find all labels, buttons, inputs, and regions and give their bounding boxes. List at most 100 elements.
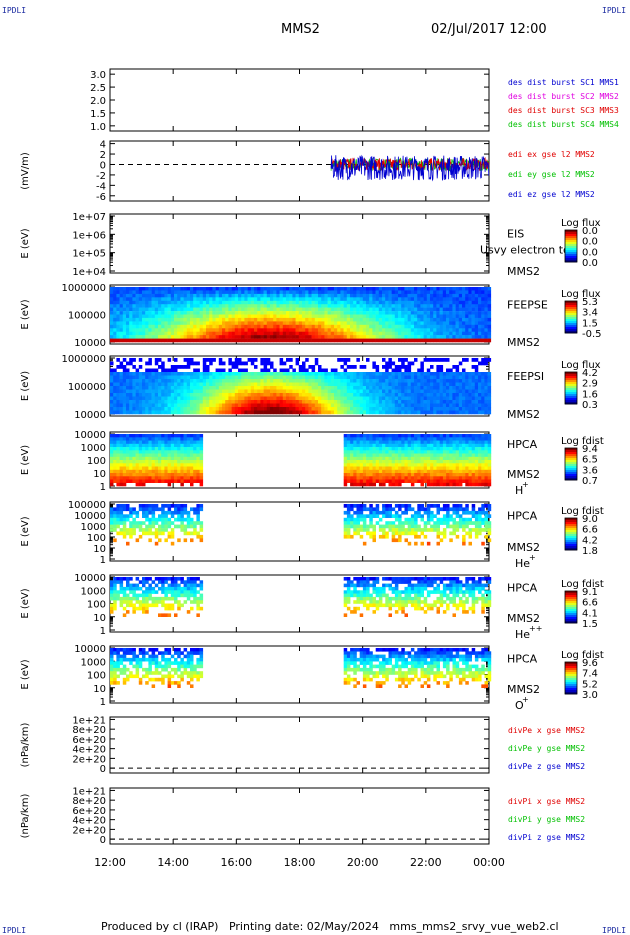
spectrogram-cell bbox=[155, 383, 159, 387]
spectrogram-cell bbox=[206, 386, 210, 390]
spectrogram-cell bbox=[366, 463, 370, 467]
spectrogram-cell bbox=[152, 434, 156, 438]
spectrogram-cell bbox=[398, 315, 402, 319]
spectrogram-cell bbox=[193, 404, 197, 408]
spectrogram-cell bbox=[424, 386, 428, 390]
spectrogram-cell bbox=[366, 434, 370, 438]
spectrogram-cell bbox=[424, 379, 428, 383]
spectrogram-cell bbox=[488, 372, 492, 376]
spectrogram-cell bbox=[235, 315, 239, 319]
spectrogram-cell bbox=[177, 321, 181, 325]
spectrogram-cell bbox=[353, 304, 357, 308]
spectrogram-cell bbox=[408, 301, 412, 305]
spectrogram-cell bbox=[305, 397, 309, 401]
spectrogram-cell bbox=[174, 311, 178, 315]
spectrogram-cell bbox=[357, 480, 361, 484]
spectrogram-cell bbox=[408, 325, 412, 329]
spectrogram-cell bbox=[219, 358, 223, 362]
spectrogram-cell bbox=[366, 450, 370, 454]
spectrogram-cell bbox=[241, 335, 245, 339]
spectrogram-cell bbox=[267, 297, 271, 301]
spectrogram-cell bbox=[465, 393, 469, 397]
spectrogram-cell bbox=[449, 287, 453, 291]
spectrogram-cell bbox=[289, 318, 293, 322]
spectrogram-cell bbox=[225, 411, 229, 415]
spectrogram-cell bbox=[174, 358, 178, 362]
spectrogram-cell bbox=[200, 476, 204, 480]
spectrogram-cell bbox=[232, 321, 236, 325]
spectrogram-cell bbox=[270, 325, 274, 329]
spectrogram-cell bbox=[232, 411, 236, 415]
spectrogram-cell bbox=[142, 376, 146, 380]
spectrogram-cell bbox=[116, 397, 120, 401]
spectrogram-cell bbox=[222, 311, 226, 315]
spectrogram-cell bbox=[161, 379, 165, 383]
spectrogram-cell bbox=[238, 390, 242, 394]
spectrogram-cell bbox=[155, 473, 159, 477]
spectrogram-cell bbox=[456, 411, 460, 415]
spectrogram-cell bbox=[161, 450, 165, 454]
spectrogram-cell bbox=[241, 376, 245, 380]
spectrogram-cell bbox=[136, 457, 140, 461]
spectrogram-cell bbox=[139, 372, 143, 376]
spectrogram-cell bbox=[235, 321, 239, 325]
spectrogram-cell bbox=[446, 467, 450, 471]
spectrogram-cell bbox=[238, 335, 242, 339]
spectrogram-cell bbox=[321, 287, 325, 291]
spectrogram-cell bbox=[356, 332, 360, 336]
spectrogram-cell bbox=[376, 379, 380, 383]
spectrogram-cell bbox=[408, 311, 412, 315]
spectrogram-cell bbox=[433, 297, 437, 301]
spectrogram-cell bbox=[334, 308, 338, 312]
spectrogram-cell bbox=[366, 400, 370, 404]
spectrogram-cell bbox=[145, 339, 149, 343]
spectrogram-cell bbox=[203, 390, 207, 394]
spectrogram-cell bbox=[318, 379, 322, 383]
spectrogram-cell bbox=[424, 400, 428, 404]
spectrogram-cell bbox=[302, 290, 306, 294]
spectrogram-cell bbox=[296, 332, 300, 336]
spectrogram-cell bbox=[417, 372, 421, 376]
spectrogram-cell bbox=[161, 467, 165, 471]
spectrogram-cell bbox=[116, 335, 120, 339]
spectrogram-cell bbox=[347, 447, 351, 451]
spectrogram-cell bbox=[184, 315, 188, 319]
spectrogram-cell bbox=[222, 328, 226, 332]
spectrogram-cell bbox=[177, 335, 181, 339]
spectrogram-cell bbox=[225, 339, 229, 343]
spectrogram-cell bbox=[436, 301, 440, 305]
spectrogram-cell bbox=[395, 450, 399, 454]
spectrogram-cell bbox=[369, 437, 373, 441]
spectrogram-cell bbox=[180, 332, 184, 336]
spectrogram-cell bbox=[424, 390, 428, 394]
spectrogram-cell bbox=[174, 390, 178, 394]
spectrogram-cell bbox=[353, 404, 357, 408]
spectrogram-cell bbox=[488, 332, 492, 336]
spectrogram-cell bbox=[398, 304, 402, 308]
spectrogram-cell bbox=[164, 441, 168, 445]
spectrogram-cell bbox=[251, 383, 255, 387]
spectrogram-cell bbox=[155, 287, 159, 291]
spectrogram-cell bbox=[120, 372, 124, 376]
spectrogram-cell bbox=[417, 304, 421, 308]
spectrogram-cell bbox=[321, 407, 325, 411]
spectrogram-cell bbox=[379, 294, 383, 298]
spectrogram-cell bbox=[110, 473, 114, 477]
spectrogram-cell bbox=[392, 383, 396, 387]
y-tick-label: 3.0 bbox=[90, 70, 106, 81]
spectrogram-cell bbox=[139, 287, 143, 291]
spectrogram-cell bbox=[126, 390, 130, 394]
spectrogram-cell bbox=[222, 318, 226, 322]
spectrogram-cell bbox=[190, 294, 194, 298]
spectrogram-cell bbox=[462, 379, 466, 383]
spectrogram-cell bbox=[456, 318, 460, 322]
spectrogram-cell bbox=[126, 372, 130, 376]
spectrogram-cell bbox=[148, 301, 152, 305]
spectrogram-cell bbox=[372, 407, 376, 411]
spectrogram-cell bbox=[292, 325, 296, 329]
spectrogram-cell bbox=[417, 400, 421, 404]
spectrogram-cell bbox=[129, 294, 133, 298]
spectrogram-cell bbox=[465, 390, 469, 394]
spectrogram-cell bbox=[440, 470, 444, 474]
spectrogram-cell bbox=[264, 332, 268, 336]
